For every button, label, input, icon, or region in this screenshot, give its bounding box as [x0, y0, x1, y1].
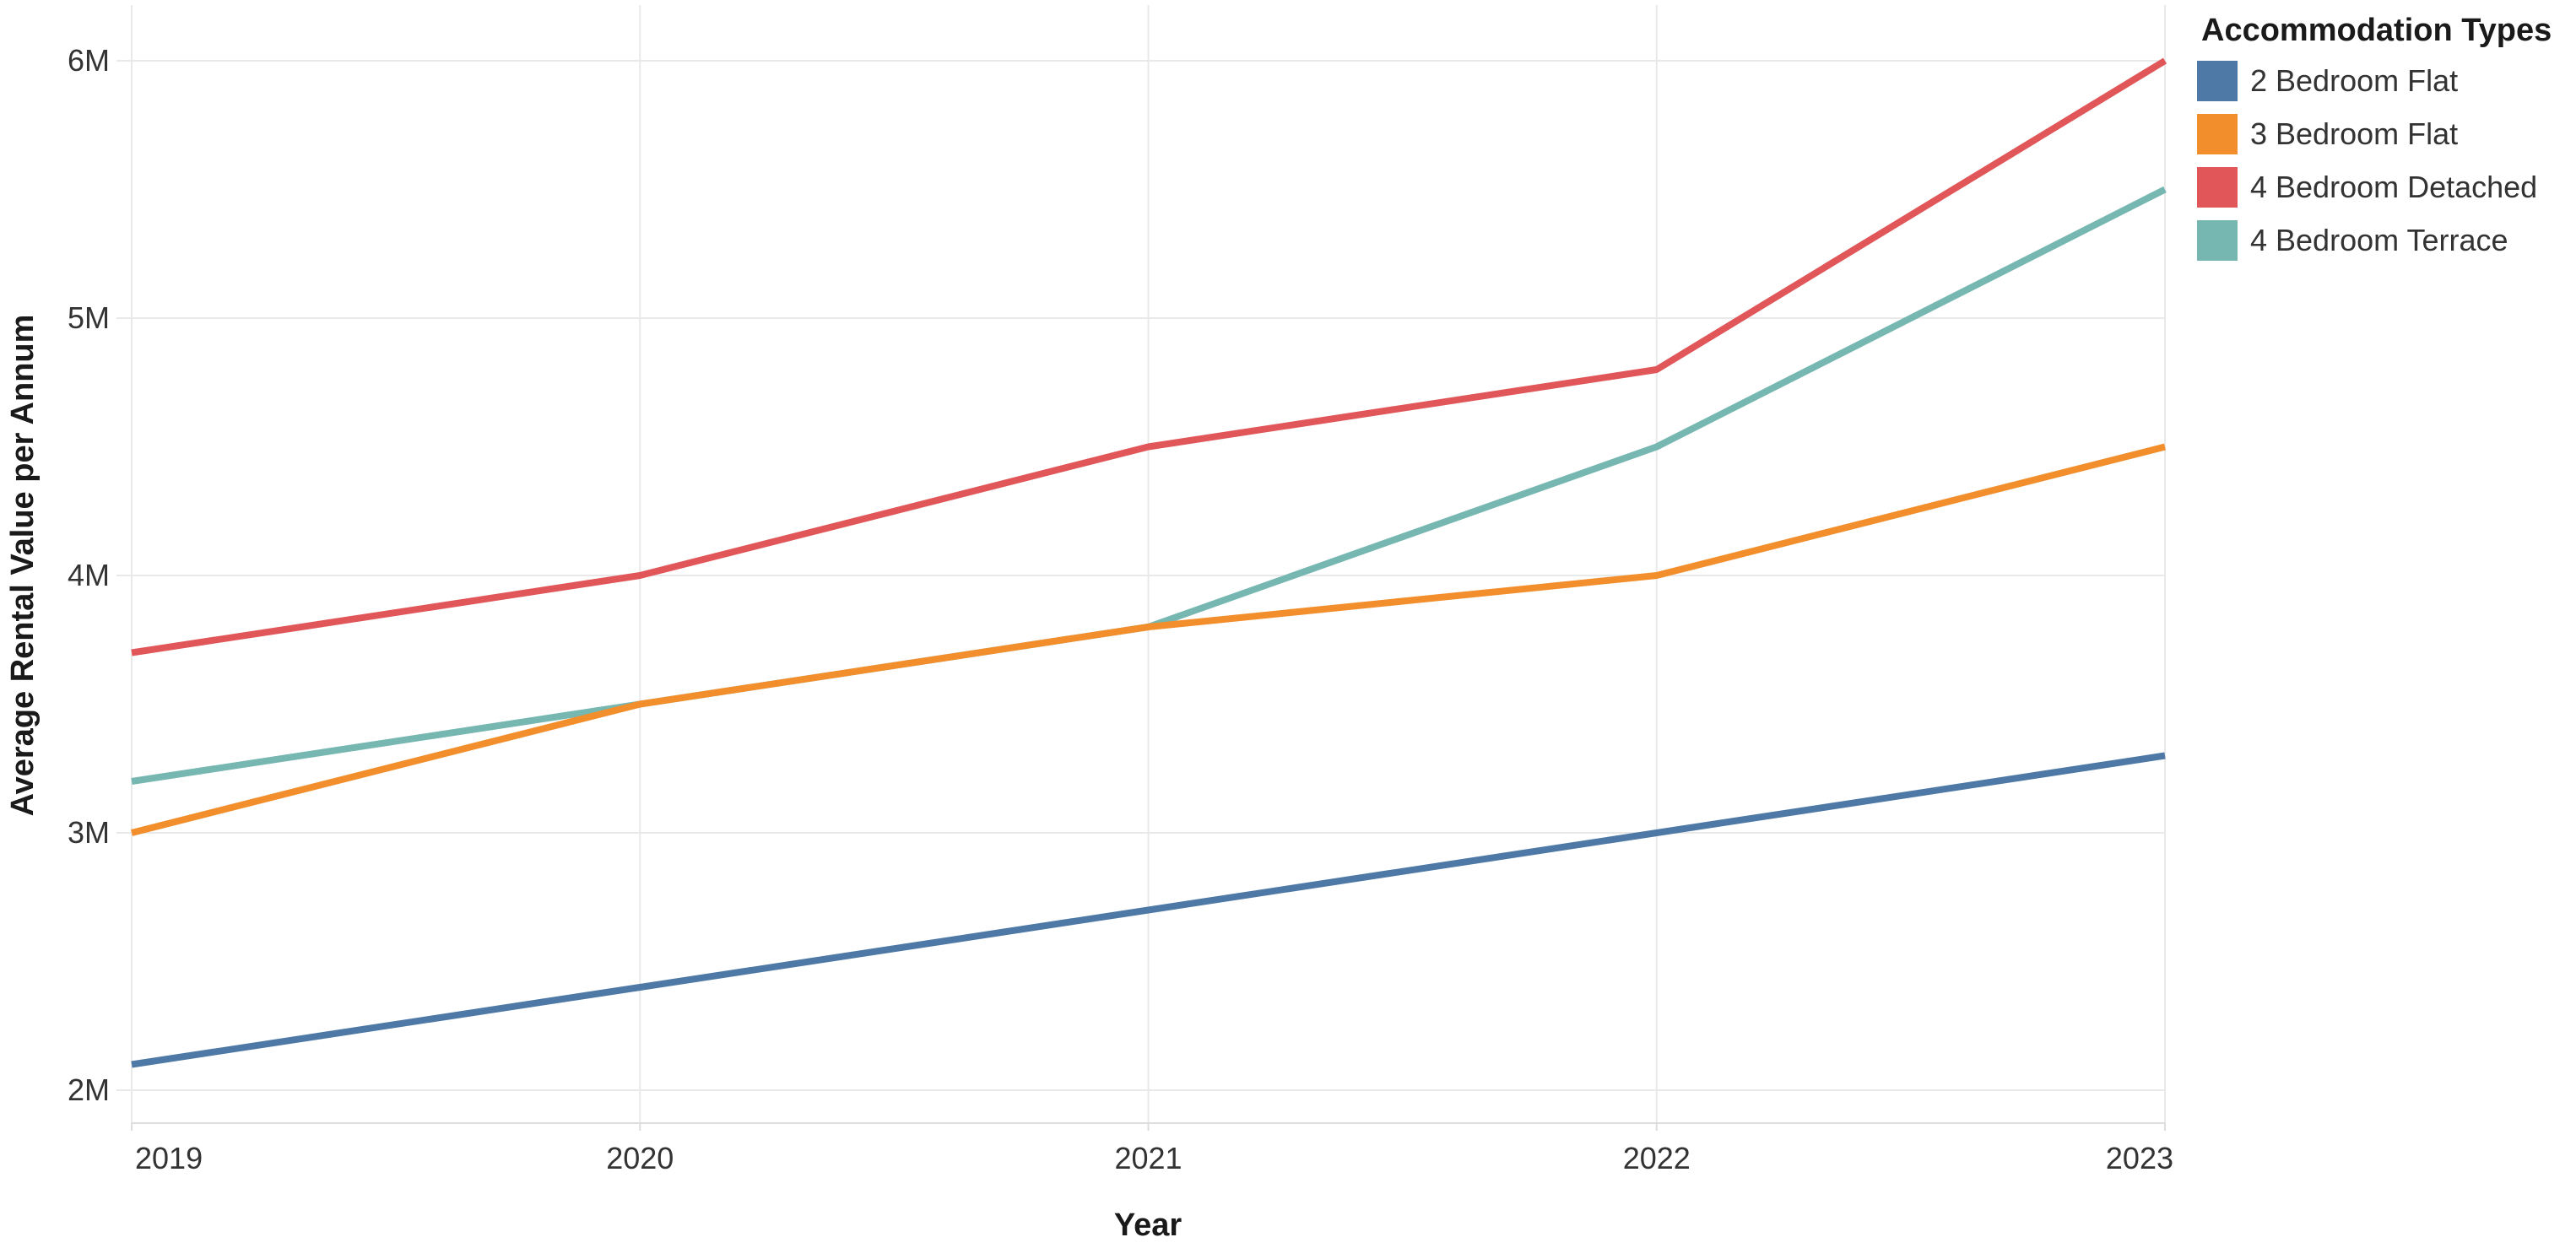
legend-item-label: 4 Bedroom Terrace [2250, 223, 2508, 257]
x-tick-label: 2019 [135, 1141, 203, 1175]
vertical-gridlines [131, 5, 2166, 1131]
legend-item-label: 2 Bedroom Flat [2250, 63, 2459, 98]
y-tick-label: 4M [67, 558, 110, 592]
legend-items: 2 Bedroom Flat 3 Bedroom Flat 4 Bedroom De… [2197, 61, 2552, 261]
legend-swatch [2197, 114, 2238, 154]
x-axis-title: Year [1113, 1207, 1182, 1243]
x-tick-label: 2020 [606, 1141, 674, 1175]
legend-swatch [2197, 61, 2238, 101]
legend-title: Accommodation Types [2201, 13, 2552, 48]
legend-item[interactable]: 4 Bedroom Terrace [2197, 220, 2552, 261]
y-axis-title: Average Rental Value per Annum [5, 314, 41, 817]
y-tick-label: 5M [67, 300, 110, 335]
legend-swatch [2197, 167, 2238, 208]
series-line-4-bedroom-detached[interactable] [131, 57, 2167, 656]
legend-item[interactable]: 2 Bedroom Flat [2197, 61, 2552, 101]
x-tick-label: 2022 [1622, 1141, 1691, 1175]
legend-item[interactable]: 4 Bedroom Detached [2197, 167, 2552, 208]
y-tick-label: 2M [67, 1072, 110, 1107]
x-tick-label: 2023 [2105, 1141, 2173, 1175]
y-tick-label: 3M [67, 815, 110, 850]
legend-item-label: 4 Bedroom Detached [2250, 170, 2538, 204]
x-tick-label: 2021 [1114, 1141, 1182, 1175]
series-line-3-bedroom-flat[interactable] [131, 443, 2166, 836]
horizontal-gridlines [116, 60, 2165, 1091]
legend: Accommodation Types 2 Bedroom Flat 3 Bedr… [2197, 12, 2552, 273]
legend-swatch [2197, 220, 2238, 261]
series-lines [131, 57, 2167, 1068]
series-line-2-bedroom-flat[interactable] [131, 752, 2166, 1068]
legend-item-label: 3 Bedroom Flat [2250, 116, 2459, 151]
legend-item[interactable]: 3 Bedroom Flat [2197, 114, 2552, 154]
y-tick-label: 6M [67, 43, 110, 78]
